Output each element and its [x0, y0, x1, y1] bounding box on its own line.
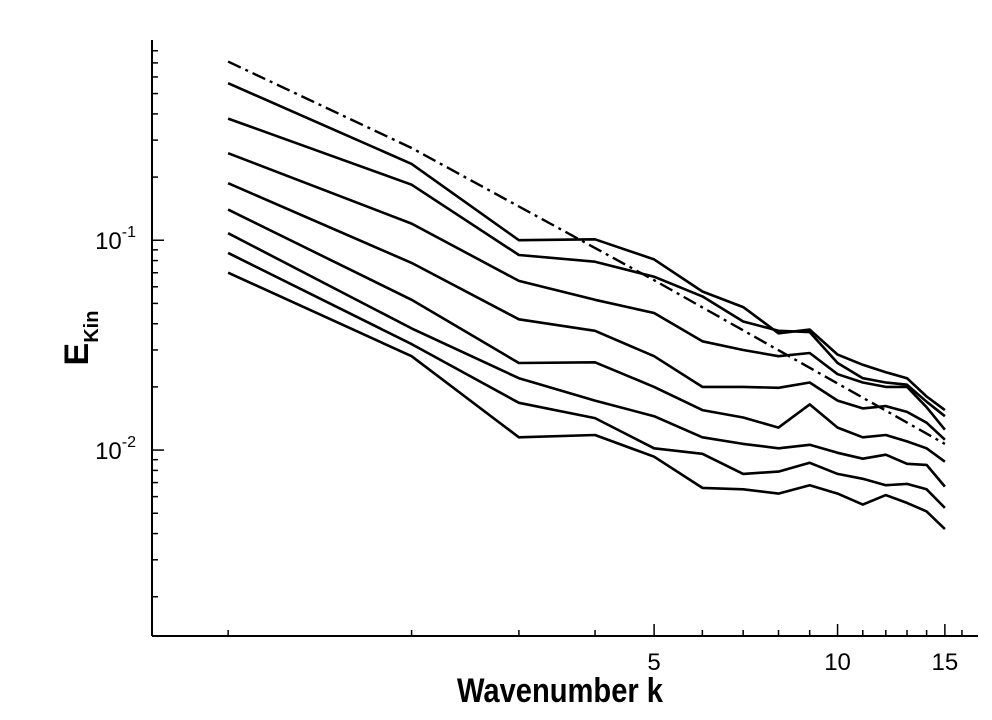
series-line-3: [227, 151, 946, 431]
ticks: [152, 49, 963, 636]
y-tick-label: 10-1: [95, 224, 136, 255]
x-axis-title: Wavenumber k: [457, 672, 663, 710]
series-group: [227, 60, 946, 531]
y-tick-label-exponent: -1: [122, 224, 136, 241]
axes: [151, 40, 978, 637]
y-axis-title-sub: Kin: [81, 311, 103, 343]
y-tick-label-base: 10: [95, 438, 122, 465]
y-tick-label-base: 10: [95, 228, 122, 255]
x-tick-label: 10: [824, 649, 851, 676]
y-tick-label-exponent: -2: [122, 434, 136, 451]
y-tick-label: 10-2: [95, 434, 136, 465]
series-line-6: [227, 232, 946, 488]
y-axis-title-main: E: [58, 343, 96, 366]
series-line-1: [227, 82, 946, 412]
series-line-7: [227, 251, 946, 509]
y-axis-title: EKin: [58, 311, 103, 366]
series-line-2: [227, 117, 946, 418]
reference-dash-dot-line: [227, 60, 946, 445]
x-tick-label: 15: [932, 649, 959, 676]
x-tick-label: 5: [647, 649, 660, 676]
series-line-8: [227, 271, 946, 531]
series-line-5: [227, 208, 946, 463]
series-line-4: [227, 182, 946, 441]
